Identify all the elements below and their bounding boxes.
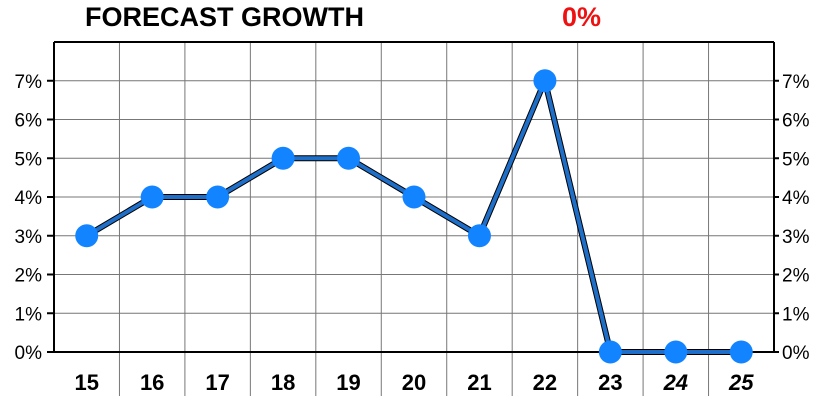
y-axis-right: 0% 1% 2% 3% 4% 5% 6% 7% <box>774 72 810 364</box>
x-tick-label: 18 <box>271 370 295 395</box>
chart-title-value: 0% <box>562 2 601 32</box>
data-point <box>664 340 688 364</box>
y-tick-label-right: 3% <box>782 227 810 248</box>
y-tick-label-right: 4% <box>782 188 810 209</box>
y-tick-label-left: 7% <box>15 72 43 93</box>
data-point <box>533 69 557 93</box>
y-tick-label-right: 1% <box>782 304 810 325</box>
y-tick-label-left: 0% <box>15 343 43 364</box>
x-tick-label: 20 <box>402 370 426 395</box>
y-tick-label-right: 6% <box>782 111 810 132</box>
data-point <box>598 340 622 364</box>
data-point <box>729 340 753 364</box>
y-axis-left: 0% 1% 2% 3% 4% 5% 6% 7% <box>15 72 54 364</box>
x-tick-label: 24 <box>663 370 688 395</box>
x-axis: 15 16 17 18 19 20 21 22 23 24 25 <box>74 370 754 395</box>
x-tick-label: 15 <box>74 370 98 395</box>
data-point <box>271 146 295 170</box>
y-tick-label-right: 7% <box>782 72 810 93</box>
chart-title: FORECAST GROWTH <box>85 2 364 32</box>
grid <box>54 41 774 396</box>
series-layer <box>75 69 753 364</box>
y-tick-label-right: 0% <box>782 343 810 364</box>
y-tick-label-right: 5% <box>782 149 810 170</box>
x-tick-label: 23 <box>598 370 622 395</box>
x-tick-label: 17 <box>205 370 229 395</box>
data-point <box>75 224 99 248</box>
y-tick-label-left: 4% <box>15 188 43 209</box>
y-tick-label-left: 3% <box>15 227 43 248</box>
x-tick-label: 16 <box>140 370 164 395</box>
y-tick-label-left: 5% <box>15 149 43 170</box>
data-point <box>206 185 230 209</box>
x-tick-label: 19 <box>336 370 360 395</box>
x-tick-label: 21 <box>467 370 491 395</box>
y-tick-label-left: 1% <box>15 304 43 325</box>
y-tick-label-right: 2% <box>782 266 810 287</box>
data-point <box>467 224 491 248</box>
data-point <box>402 185 426 209</box>
y-tick-label-left: 2% <box>15 266 43 287</box>
x-tick-label: 22 <box>533 370 557 395</box>
x-tick-label: 25 <box>728 370 754 395</box>
data-point <box>140 185 164 209</box>
data-point <box>337 146 361 170</box>
y-tick-label-left: 6% <box>15 111 43 132</box>
